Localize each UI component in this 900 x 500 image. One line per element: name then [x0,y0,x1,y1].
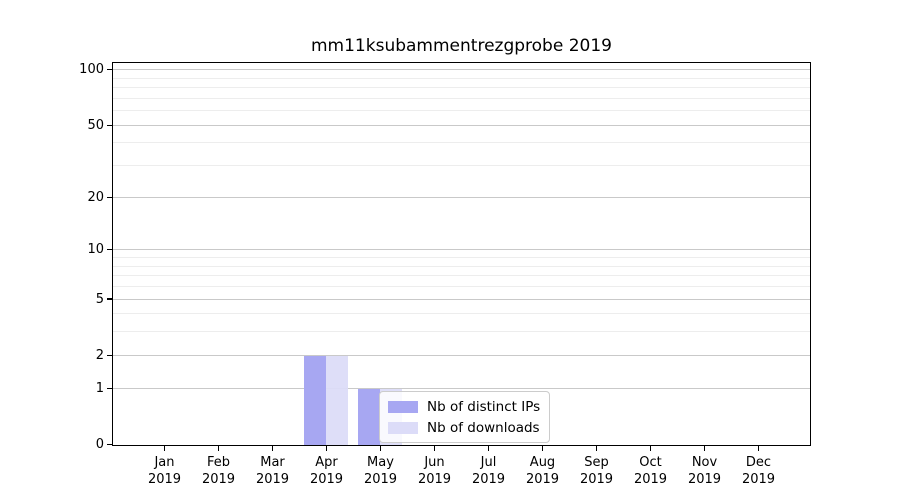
x-tick-label: Mar 2019 [255,455,290,487]
y-tick-label: 100 [79,62,104,78]
minor-gridline [113,110,810,112]
x-tick-mark [271,446,274,451]
y-tick-mark [107,298,112,300]
x-tick-mark [487,446,490,451]
bar-distinct-ips [304,355,326,445]
major-gridline [113,298,810,300]
x-tick-label: May 2019 [363,455,398,487]
x-tick-mark [217,446,220,451]
x-tick-mark [595,446,598,451]
x-tick-mark [757,446,760,451]
major-gridline [113,196,810,198]
y-tick-mark [107,354,112,356]
minor-gridline [113,275,810,277]
x-tick-label: Aug 2019 [525,455,560,487]
minor-gridline [113,87,810,89]
y-tick-label: 1 [95,380,104,396]
x-tick-label: Jun 2019 [417,455,452,487]
legend-swatch-distinct-ips [388,400,418,413]
y-tick-label: 20 [87,189,104,205]
minor-gridline [113,286,810,287]
y-tick-label: 2 [95,347,104,363]
major-gridline [113,354,810,356]
legend-entry-downloads: Nb of downloads [388,419,540,436]
x-tick-label: Apr 2019 [309,455,344,487]
legend-label-downloads: Nb of downloads [427,419,540,436]
minor-gridline [113,265,810,267]
x-tick-label: Jan 2019 [147,455,182,487]
y-tick-mark [107,443,112,446]
y-tick-label: 10 [87,242,104,258]
x-tick-label: Oct 2019 [633,455,668,487]
x-tick-mark [325,446,328,451]
legend: Nb of distinct IPs Nb of downloads [379,391,551,443]
major-gridline [113,387,810,389]
major-gridline [113,124,810,126]
y-tick-mark [107,124,112,126]
x-tick-label: Feb 2019 [201,455,236,487]
major-gridline [113,249,810,251]
x-tick-mark [703,446,706,451]
y-tick-label: 0 [95,437,104,452]
minor-gridline [113,313,810,315]
y-tick-mark [107,249,112,251]
minor-gridline [113,142,810,144]
x-tick-mark [163,446,166,451]
y-tick-label: 5 [95,291,104,307]
x-tick-mark [379,446,382,451]
minor-gridline [113,165,810,167]
y-tick-mark [107,196,112,198]
minor-gridline [113,257,810,258]
major-gridline [113,69,810,71]
bar-distinct-ips [358,388,380,445]
plot-area: Nb of distinct IPs Nb of downloads [112,62,811,446]
minor-gridline [113,331,810,333]
x-tick-label: Nov 2019 [687,455,722,487]
x-tick-label: Sep 2019 [579,455,614,487]
legend-swatch-downloads [388,421,418,434]
x-tick-mark [541,446,544,451]
x-tick-label: Dec 2019 [741,455,776,487]
minor-gridline [113,97,810,99]
chart-title: mm11ksubammentrezgprobe 2019 [311,36,612,56]
y-tick-label: 50 [87,117,104,133]
bar-downloads [326,355,348,445]
x-tick-mark [433,446,436,451]
y-tick-mark [107,387,112,389]
x-tick-mark [649,446,652,451]
minor-gridline [113,77,810,79]
legend-label-distinct-ips: Nb of distinct IPs [427,398,541,415]
y-tick-mark [107,69,112,71]
x-tick-label: Jul 2019 [471,455,506,487]
legend-entry-distinct-ips: Nb of distinct IPs [388,398,540,415]
